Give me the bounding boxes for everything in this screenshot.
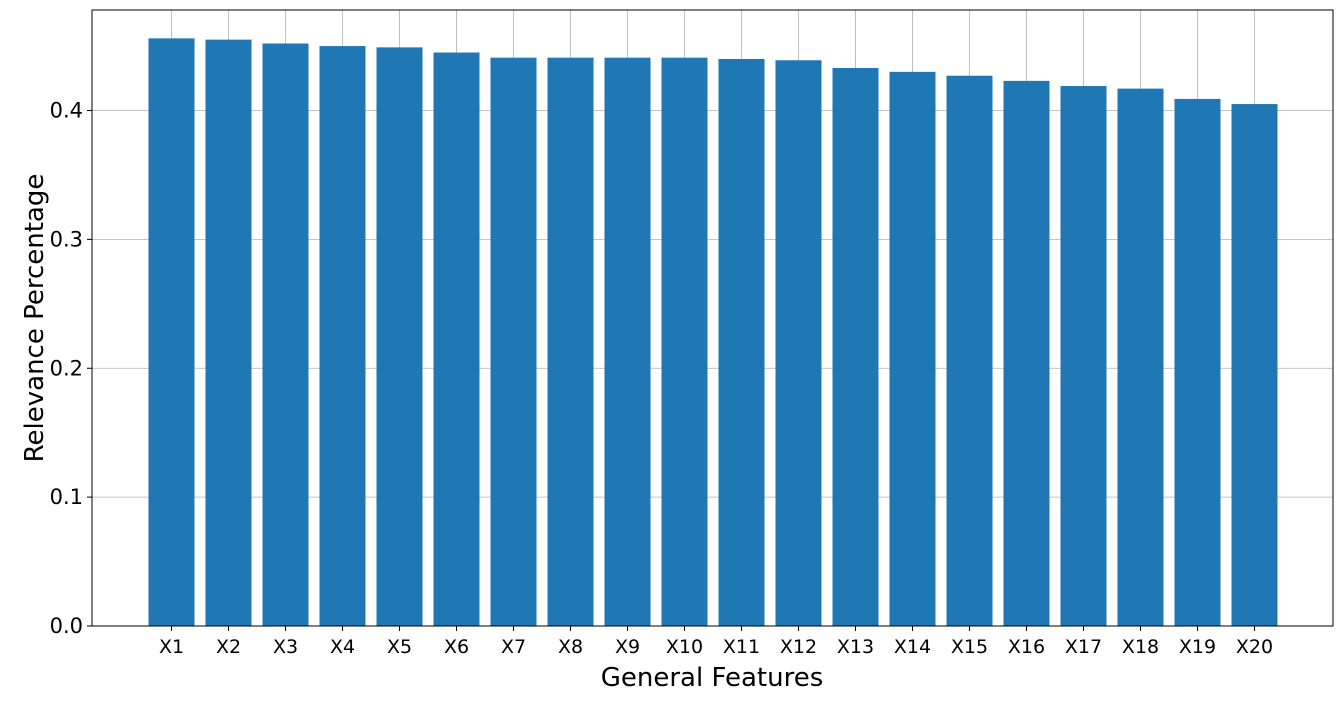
bar-x14 (889, 71, 936, 627)
x-tick-label: X16 (1008, 636, 1045, 658)
x-axis-ticks: X1 X2 X3 X4 X5 X6 X7 X8 X9 X10 X11 X12 X13 X14 X15 X16 X… (159, 626, 1273, 658)
x-tick-label: X11 (723, 636, 760, 658)
bar-x3 (262, 43, 309, 626)
x-tick-label: X19 (1179, 636, 1216, 658)
bar-x19 (1174, 98, 1221, 626)
x-tick-label: X10 (666, 636, 703, 658)
x-tick-label: X9 (615, 636, 640, 658)
y-tick-label: 0.1 (50, 485, 83, 509)
y-axis-label: Relevance Percentage (20, 174, 50, 463)
x-tick-label: X5 (387, 636, 412, 658)
x-tick-label: X6 (444, 636, 469, 658)
bar-x2 (205, 39, 252, 627)
y-tick-label: 0.2 (50, 356, 83, 380)
y-axis-ticks: 0.0 0.1 0.2 0.3 0.4 (50, 99, 92, 638)
bars (148, 38, 1278, 627)
y-tick-label: 0.0 (50, 614, 83, 638)
x-tick-label: X8 (558, 636, 583, 658)
x-tick-label: X12 (780, 636, 817, 658)
x-tick-label: X1 (159, 636, 184, 658)
bar-x11 (718, 58, 765, 627)
x-tick-label: X17 (1065, 636, 1102, 658)
bar-x18 (1117, 88, 1164, 626)
bar-x15 (946, 75, 993, 626)
x-tick-label: X15 (951, 636, 988, 658)
bar-x1 (148, 38, 195, 627)
bar-x12 (775, 60, 822, 627)
bar-x16 (1003, 80, 1050, 626)
x-tick-label: X4 (330, 636, 355, 658)
bar-x7 (490, 57, 537, 626)
bar-x5 (376, 47, 423, 627)
x-tick-label: X14 (894, 636, 931, 658)
x-tick-label: X20 (1236, 636, 1273, 658)
bar-x8 (547, 57, 594, 626)
bar-x17 (1060, 86, 1107, 627)
bar-x20 (1231, 104, 1278, 626)
bar-x9 (604, 57, 651, 626)
x-tick-label: X13 (837, 636, 874, 658)
x-tick-label: X3 (273, 636, 298, 658)
x-tick-label: X2 (216, 636, 241, 658)
plot-area-frame (91, 9, 1334, 627)
bar-x13 (832, 67, 879, 626)
x-tick-label: X18 (1122, 636, 1159, 658)
y-tick-label: 0.3 (50, 227, 83, 251)
x-tick-label: X7 (501, 636, 526, 658)
bar-x6 (433, 52, 480, 626)
bar-x10 (661, 57, 708, 626)
bar-x4 (319, 46, 366, 627)
x-axis-label: General Features (601, 663, 824, 693)
y-tick-label: 0.4 (50, 99, 83, 123)
